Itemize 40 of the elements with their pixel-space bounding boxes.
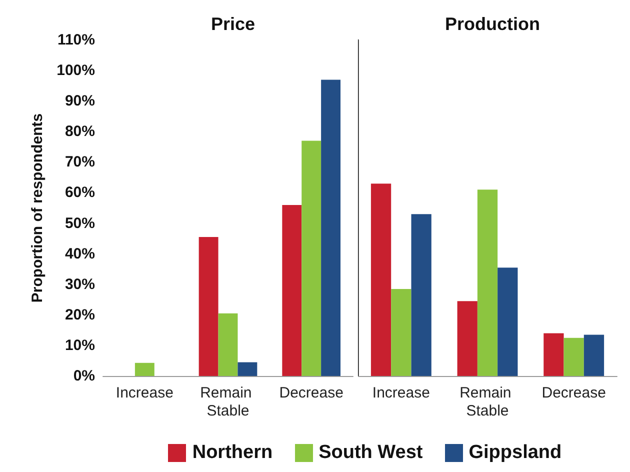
chart-title: Price xyxy=(210,14,256,34)
bar xyxy=(477,190,498,376)
x-tick-label: Increase xyxy=(116,384,174,402)
y-tick-label: 60% xyxy=(64,184,95,202)
y-tick-label: 70% xyxy=(64,154,95,171)
x-tick-label: Decrease xyxy=(279,384,344,402)
x-tick-label: Remain Stable xyxy=(200,384,256,420)
bar xyxy=(198,237,218,376)
y-tick-label: 10% xyxy=(64,336,95,354)
bar xyxy=(584,334,604,376)
x-tick-label: Increase xyxy=(372,384,430,402)
bar xyxy=(238,362,258,376)
bar xyxy=(218,313,238,376)
bar xyxy=(457,301,478,376)
y-tick-label: 30% xyxy=(64,276,95,293)
y-tick-label: 50% xyxy=(64,214,95,232)
legend-label: Gippsland xyxy=(468,442,562,464)
y-tick-label: 110% xyxy=(57,32,95,48)
chart-title: Production xyxy=(445,14,540,34)
y-tick-label: 20% xyxy=(64,306,95,324)
bar xyxy=(134,362,154,376)
bar xyxy=(302,140,322,376)
bar xyxy=(321,80,340,376)
legend-label: South West xyxy=(318,442,423,464)
legend-label: Northern xyxy=(192,442,273,464)
y-tick-label: 40% xyxy=(64,245,95,262)
bar xyxy=(282,204,302,376)
y-tick-label: 90% xyxy=(64,92,95,110)
bar xyxy=(411,214,432,376)
x-tick-label: Decrease xyxy=(542,384,606,402)
bar xyxy=(370,184,392,376)
y-tick-label: 80% xyxy=(64,123,95,140)
y-tick-label: 100% xyxy=(56,62,95,80)
x-tick-label: Remain Stable xyxy=(460,384,516,420)
bar xyxy=(564,338,584,376)
bar xyxy=(544,333,564,376)
bar xyxy=(498,268,518,376)
bar xyxy=(391,288,412,376)
y-axis-title: Proportion of respondents xyxy=(29,113,46,303)
y-tick-label: 0% xyxy=(73,368,95,384)
